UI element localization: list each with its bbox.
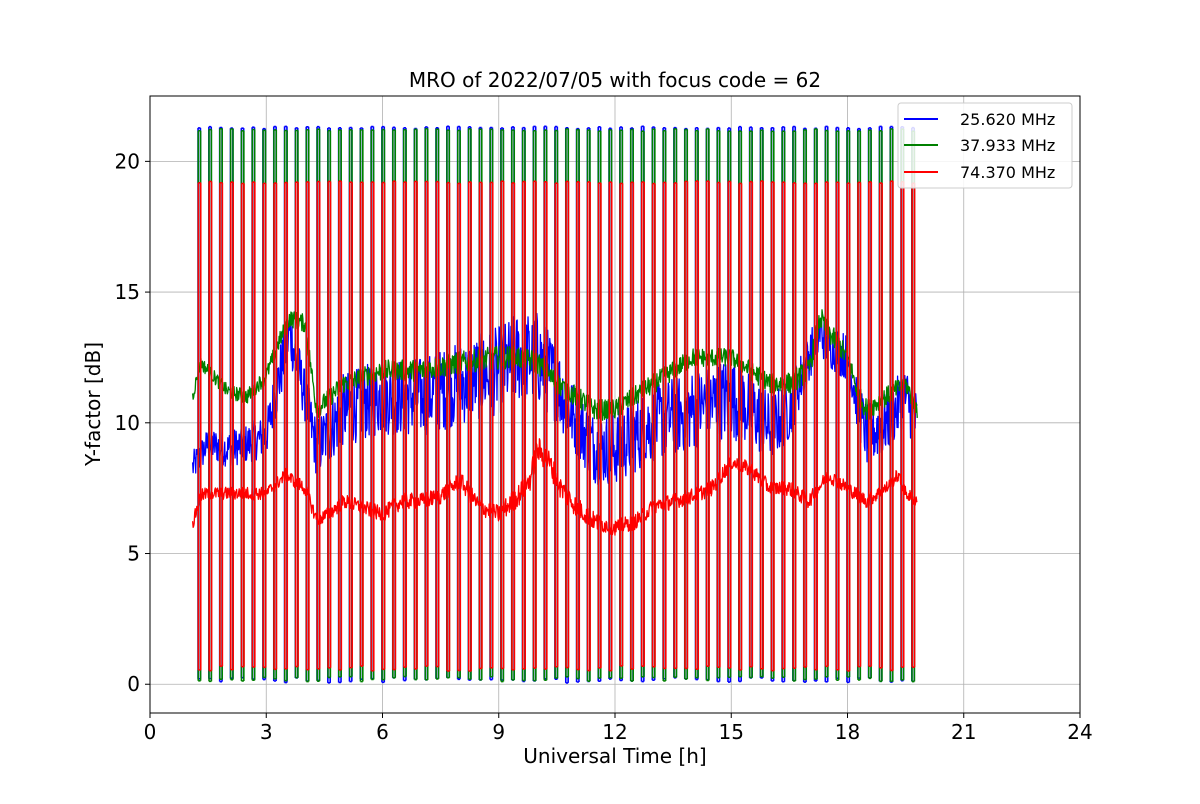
x-tick-label: 21 [951,720,976,744]
x-tick-label: 3 [260,720,273,744]
calibration-pulses [197,180,916,672]
y-axis-label: Y-factor [dB] [81,342,105,467]
x-tick-label: 6 [376,720,389,744]
x-tick-label: 12 [602,720,627,744]
y-tick-label: 10 [115,411,140,435]
data-layer [191,125,918,684]
series-74-370-MHz [191,180,918,672]
x-tick-label: 0 [144,720,157,744]
legend: 25.620 MHz 37.933 MHz 74.370 MHz [897,102,1073,189]
legend-box [897,102,1073,189]
x-tick-label: 18 [835,720,860,744]
y-tick-label: 20 [115,149,140,173]
x-tick-label: 24 [1067,720,1092,744]
legend-label-74mhz: 74.370 MHz [960,163,1055,182]
x-tick-label: 9 [492,720,505,744]
y-tick-label: 5 [127,542,140,566]
legend-label-25mhz: 25.620 MHz [960,110,1055,129]
chart-title: MRO of 2022/07/05 with focus code = 62 [409,68,821,92]
y-tick-label: 0 [127,672,140,696]
x-tick-label: 15 [719,720,744,744]
ticks-layer: 0 3 6 9 12 15 18 21 24 0 5 10 15 20 [115,149,1093,744]
x-axis-label: Universal Time [h] [523,744,706,768]
legend-label-37mhz: 37.933 MHz [960,136,1055,155]
y-tick-label: 15 [115,280,140,304]
